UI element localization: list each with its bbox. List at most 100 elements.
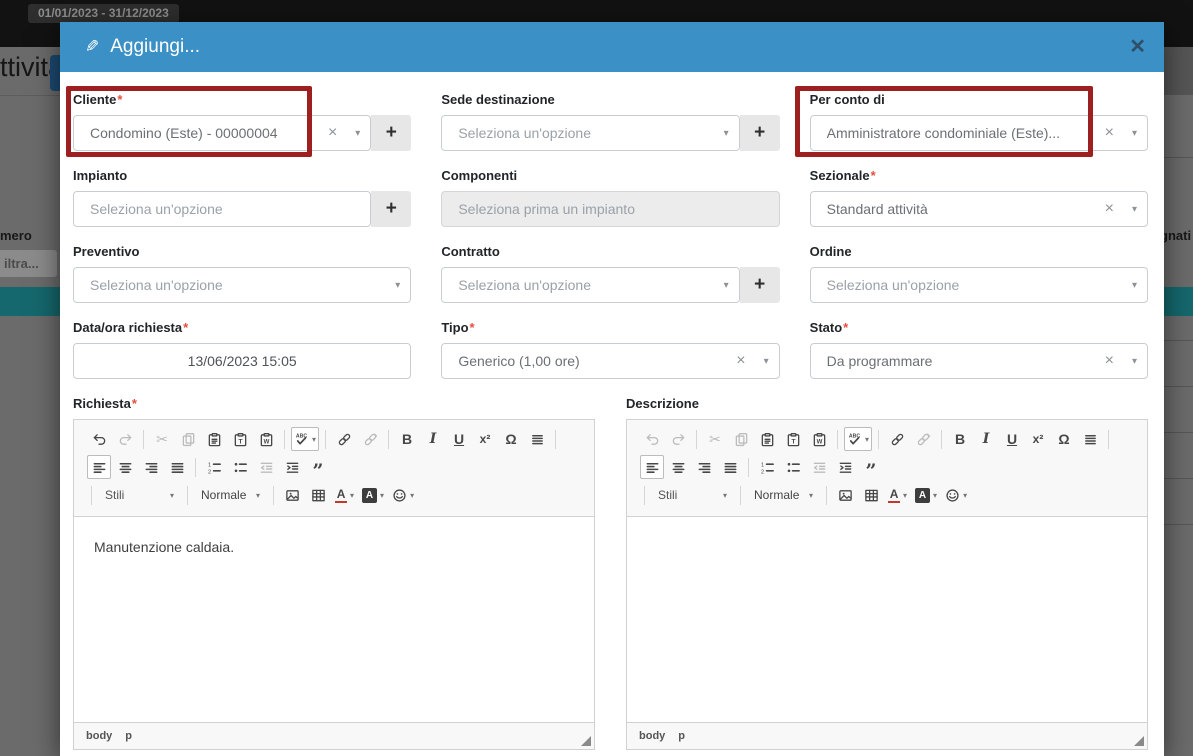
contratto-select[interactable]: Seleziona un'opzione ▾ (441, 267, 740, 303)
element-path-p[interactable]: p (678, 730, 686, 742)
bg-color-button[interactable]: A ▾ (359, 483, 387, 507)
chevron-down-icon[interactable]: ▾ (1131, 203, 1137, 215)
special-char-button[interactable]: Ω (1058, 431, 1070, 447)
resize-handle[interactable] (1134, 736, 1144, 746)
align-right-button[interactable] (139, 455, 163, 479)
per-conto-select[interactable]: Amministratore condominiale (Este)... × … (809, 115, 1148, 151)
chevron-down-icon[interactable]: ▾ (1131, 127, 1137, 139)
blockquote-button[interactable]: ” (865, 460, 877, 482)
superscript-button[interactable]: x² (479, 432, 491, 446)
smiley-button[interactable]: ▾ (389, 483, 417, 507)
align-left-button[interactable] (640, 455, 664, 479)
special-char-button[interactable]: Ω (505, 431, 517, 447)
impianto-add-button[interactable]: + (371, 191, 412, 227)
clear-icon[interactable]: × (1104, 352, 1114, 369)
bold-button[interactable]: B (954, 431, 966, 447)
italic-button[interactable]: I (429, 431, 437, 447)
image-button[interactable] (833, 483, 857, 507)
stato-select[interactable]: Da programmare × ▾ (809, 343, 1148, 379)
redo-button (113, 427, 137, 451)
descrizione-content[interactable] (627, 517, 1147, 722)
field-contratto: Contratto Seleziona un'opzione ▾ + (441, 244, 780, 303)
table-button[interactable] (859, 483, 883, 507)
element-path-body[interactable]: body (639, 730, 666, 742)
paste-word-button[interactable]: W (807, 427, 831, 451)
table-button[interactable] (306, 483, 330, 507)
cliente-add-button[interactable]: + (371, 115, 412, 151)
format-combo[interactable]: Normale ▾ (754, 488, 814, 502)
text-color-button[interactable]: A ▾ (335, 486, 355, 503)
clear-icon[interactable]: × (327, 124, 338, 141)
link-button[interactable] (885, 427, 909, 451)
contratto-add-button[interactable]: + (739, 267, 780, 303)
align-right-button[interactable] (692, 455, 716, 479)
preventivo-select[interactable]: Seleziona un'opzione ▾ (73, 267, 412, 303)
styles-combo[interactable]: Stili ▾ (105, 488, 175, 502)
sede-label: Sede destinazione (441, 92, 555, 107)
resize-handle[interactable] (581, 736, 591, 746)
element-path-body[interactable]: body (86, 730, 113, 742)
align-justify-button[interactable] (165, 455, 189, 479)
indent-button[interactable] (280, 455, 304, 479)
ordine-select[interactable]: Seleziona un'opzione ▾ (809, 267, 1148, 303)
data-ora-input[interactable]: 13/06/2023 15:05 (73, 343, 412, 379)
richiesta-content[interactable]: Manutenzione caldaia. (74, 517, 594, 722)
bulleted-list-button[interactable] (228, 455, 252, 479)
blockquote-button[interactable]: ” (312, 460, 324, 482)
sede-select[interactable]: Seleziona un'opzione ▾ (441, 115, 740, 151)
chevron-down-icon[interactable]: ▾ (1131, 279, 1137, 291)
chevron-down-icon[interactable]: ▾ (395, 279, 401, 291)
bold-button[interactable]: B (401, 431, 413, 447)
create-div-button[interactable] (525, 427, 549, 451)
field-impianto: Impianto Seleziona un'opzione + (73, 168, 412, 227)
toolbar-separator (837, 429, 838, 449)
chevron-down-icon[interactable]: ▾ (763, 355, 769, 367)
sede-add-button[interactable]: + (739, 115, 780, 151)
toolbar-separator (1108, 429, 1110, 449)
format-combo[interactable]: Normale ▾ (201, 488, 261, 502)
align-center-button[interactable] (666, 455, 690, 479)
close-icon[interactable]: ✕ (1129, 36, 1146, 58)
paste-text-button[interactable]: T (781, 427, 805, 451)
impianto-select[interactable]: Seleziona un'opzione (73, 191, 372, 227)
superscript-button[interactable]: x² (1032, 432, 1044, 446)
clear-icon[interactable]: × (1104, 200, 1114, 217)
sezionale-select[interactable]: Standard attività × ▾ (809, 191, 1148, 227)
clear-icon[interactable]: × (1104, 124, 1114, 141)
chevron-down-icon[interactable]: ▾ (1131, 355, 1137, 367)
align-justify-button[interactable] (718, 455, 742, 479)
underline-button[interactable]: U (453, 431, 465, 447)
spellcheck-button[interactable]: ABC ▾ (844, 427, 873, 451)
paste-text-button[interactable]: T (228, 427, 252, 451)
link-button[interactable] (332, 427, 356, 451)
tipo-select[interactable]: Generico (1,00 ore) × ▾ (441, 343, 780, 379)
underline-button[interactable]: U (1006, 431, 1018, 447)
element-path-p[interactable]: p (125, 730, 133, 742)
bulleted-list-button[interactable] (781, 455, 805, 479)
undo-button[interactable] (87, 427, 111, 451)
chevron-down-icon[interactable]: ▾ (723, 127, 729, 139)
clear-icon[interactable]: × (736, 352, 746, 369)
align-left-button[interactable] (87, 455, 111, 479)
chevron-down-icon[interactable]: ▾ (355, 127, 361, 139)
italic-button[interactable]: I (982, 431, 990, 447)
smiley-button[interactable]: ▾ (942, 483, 970, 507)
align-center-button[interactable] (113, 455, 137, 479)
paste-button[interactable] (755, 427, 779, 451)
text-color-button[interactable]: A ▾ (888, 486, 908, 503)
image-button[interactable] (280, 483, 304, 507)
cliente-select[interactable]: Condomino (Este) - 00000004 × ▾ (73, 115, 372, 151)
paste-word-button[interactable]: W (254, 427, 278, 451)
paste-button[interactable] (202, 427, 226, 451)
styles-combo[interactable]: Stili ▾ (658, 488, 728, 502)
cliente-label: Cliente* (73, 92, 123, 107)
spellcheck-button[interactable]: ABC ▾ (291, 427, 320, 451)
indent-button[interactable] (833, 455, 857, 479)
create-div-button[interactable] (1078, 427, 1102, 451)
chevron-down-icon[interactable]: ▾ (723, 279, 729, 291)
bg-color-button[interactable]: A ▾ (912, 483, 940, 507)
copy-button (729, 427, 753, 451)
